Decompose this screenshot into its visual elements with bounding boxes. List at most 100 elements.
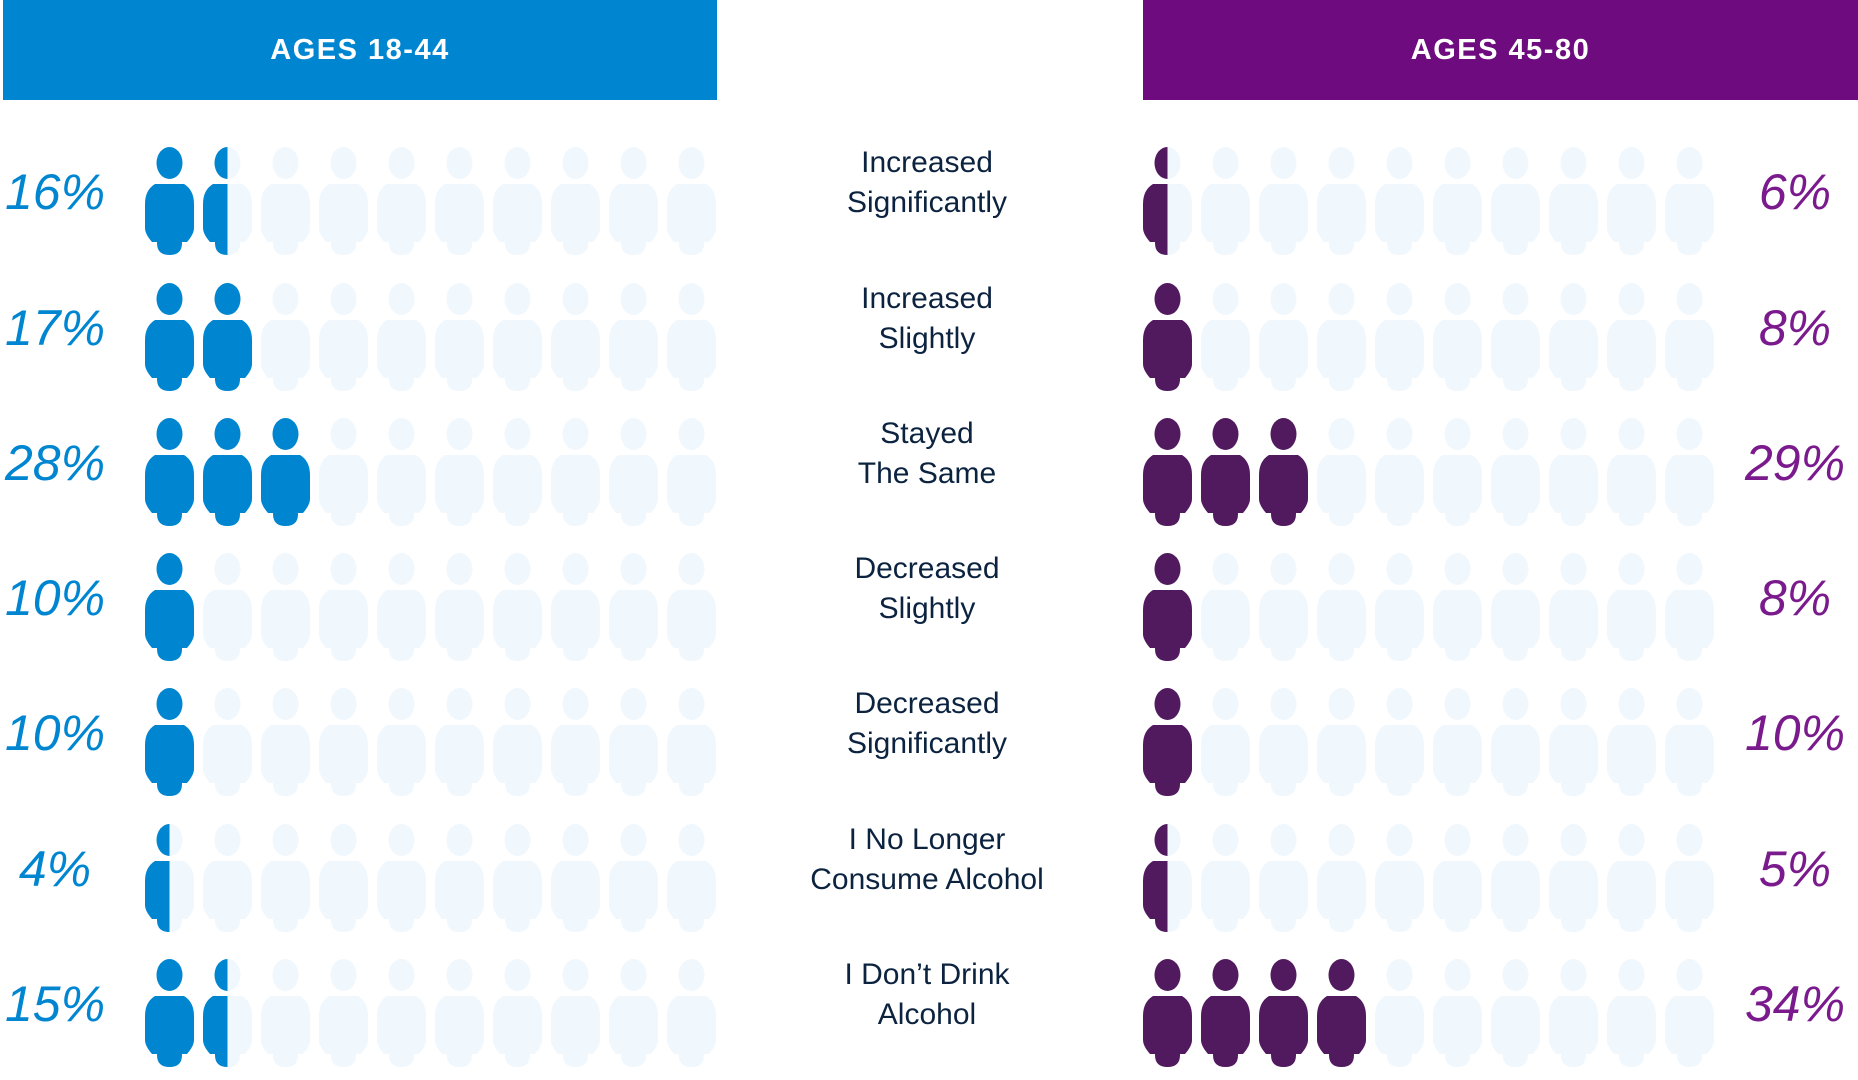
percent-label-right: 29%	[1744, 435, 1846, 491]
person-icon	[261, 958, 310, 1067]
person-icon	[145, 552, 194, 661]
person-icon	[435, 552, 484, 661]
person-icon	[1491, 146, 1540, 255]
category-label: Decreased Slightly	[777, 549, 1077, 629]
icon-row-right	[1143, 146, 1714, 255]
person-icon	[203, 823, 252, 932]
person-icon	[1607, 958, 1656, 1067]
person-icon	[609, 552, 658, 661]
chart-row: 10%	[0, 674, 1858, 809]
person-icon	[609, 146, 658, 255]
person-icon	[667, 552, 716, 661]
person-icon	[493, 146, 542, 255]
person-icon	[203, 958, 252, 1067]
person-icon	[1433, 417, 1482, 526]
person-icon	[609, 282, 658, 391]
person-icon	[1375, 687, 1424, 796]
person-icon	[1375, 417, 1424, 526]
person-icon	[1607, 552, 1656, 661]
person-icon	[1433, 687, 1482, 796]
person-icon	[1201, 552, 1250, 661]
person-icon	[1375, 823, 1424, 932]
person-icon	[203, 146, 252, 255]
percent-label-right: 10%	[1744, 705, 1846, 761]
person-icon	[435, 417, 484, 526]
percent-label-left: 4%	[18, 841, 92, 897]
category-label-line-2: The Same	[857, 457, 997, 490]
icon-row-left	[145, 552, 716, 661]
person-icon	[551, 552, 600, 661]
header-right-label: AGES 45-80	[1410, 33, 1591, 66]
person-icon	[1665, 823, 1714, 932]
person-icon	[551, 146, 600, 255]
person-icon	[493, 958, 542, 1067]
person-icon	[435, 823, 484, 932]
person-icon	[435, 282, 484, 391]
person-icon	[1549, 417, 1598, 526]
person-icon	[667, 687, 716, 796]
person-icon	[551, 823, 600, 932]
header-ages-18-44: AGES 18-44	[3, 0, 717, 100]
person-icon	[551, 958, 600, 1067]
percent-label-left: 10%	[4, 570, 106, 626]
person-icon	[1317, 417, 1366, 526]
person-icon	[1607, 687, 1656, 796]
percent-label-left: 28%	[4, 435, 106, 491]
person-icon	[435, 687, 484, 796]
person-icon	[609, 958, 658, 1067]
person-icon	[1433, 552, 1482, 661]
percent-label-right: 34%	[1744, 976, 1846, 1032]
icon-row-right	[1143, 687, 1714, 796]
icon-row-right	[1143, 417, 1714, 526]
icon-row-right	[1143, 958, 1714, 1067]
person-icon	[203, 687, 252, 796]
person-icon	[319, 417, 368, 526]
category-label-line-2: Significantly	[846, 186, 1008, 219]
person-icon	[493, 552, 542, 661]
person-icon	[1665, 687, 1714, 796]
person-icon	[1317, 823, 1366, 932]
person-icon	[1433, 282, 1482, 391]
category-label-line-1: I Don’t Drink	[844, 958, 1010, 991]
person-icon	[1491, 823, 1540, 932]
percent-label-right: 8%	[1758, 570, 1832, 626]
person-icon	[1201, 146, 1250, 255]
category-label-line-1: I No Longer	[848, 823, 1006, 856]
person-icon	[261, 823, 310, 932]
person-icon	[1665, 417, 1714, 526]
person-icon	[667, 146, 716, 255]
person-icon	[1491, 958, 1540, 1067]
person-icon	[377, 282, 426, 391]
person-icon	[145, 146, 194, 255]
person-icon	[377, 417, 426, 526]
person-icon	[493, 282, 542, 391]
person-icon	[1549, 552, 1598, 661]
category-label-line-2: Significantly	[846, 727, 1008, 760]
person-icon	[493, 417, 542, 526]
person-icon	[261, 282, 310, 391]
header-ages-45-80: AGES 45-80	[1143, 0, 1858, 100]
person-icon	[1201, 823, 1250, 932]
person-icon	[1143, 958, 1192, 1067]
icon-row-left	[145, 417, 716, 526]
person-icon	[1375, 552, 1424, 661]
icon-row-left	[145, 282, 716, 391]
person-icon	[377, 958, 426, 1067]
person-icon	[1259, 552, 1308, 661]
person-icon	[551, 417, 600, 526]
category-label-line-1: Increased	[861, 146, 993, 179]
chart-row: 17%	[0, 269, 1858, 404]
chart-row: 4%	[0, 810, 1858, 945]
person-icon	[1143, 687, 1192, 796]
person-icon	[145, 282, 194, 391]
person-icon	[1665, 146, 1714, 255]
percent-label-left: 17%	[4, 300, 106, 356]
person-icon	[1143, 417, 1192, 526]
person-icon	[319, 687, 368, 796]
person-icon	[609, 823, 658, 932]
person-icon	[609, 417, 658, 526]
person-icon	[261, 552, 310, 661]
person-icon	[1201, 282, 1250, 391]
category-label-line-2: Alcohol	[877, 998, 977, 1031]
chart-row: 15%	[0, 945, 1858, 1080]
